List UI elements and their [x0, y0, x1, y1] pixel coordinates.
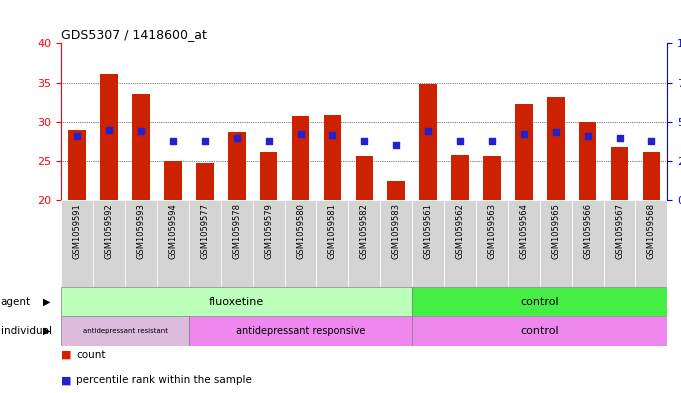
Bar	[132, 94, 150, 200]
Bar	[387, 181, 405, 200]
Text: ▶: ▶	[43, 326, 50, 336]
Bar	[164, 161, 182, 200]
Bar	[444, 200, 476, 287]
Text: GSM1059582: GSM1059582	[360, 203, 369, 259]
Bar	[189, 316, 412, 346]
Point	[455, 138, 466, 145]
Bar	[380, 200, 412, 287]
Text: GSM1059561: GSM1059561	[424, 203, 432, 259]
Text: GSM1059583: GSM1059583	[392, 203, 400, 259]
Text: count: count	[76, 350, 106, 360]
Point	[232, 134, 242, 141]
Point	[200, 138, 210, 144]
Bar	[157, 200, 189, 287]
Point	[359, 138, 370, 144]
Bar	[643, 152, 660, 200]
Point	[518, 131, 529, 138]
Point	[550, 129, 561, 135]
Bar	[635, 200, 667, 287]
Bar	[69, 130, 86, 200]
Text: agent: agent	[1, 297, 31, 307]
Bar	[260, 152, 277, 200]
Text: GSM1059594: GSM1059594	[168, 203, 178, 259]
Text: percentile rank within the sample: percentile rank within the sample	[76, 375, 252, 385]
Bar	[515, 104, 533, 200]
Point	[423, 128, 434, 134]
Point	[582, 133, 593, 139]
Bar	[100, 74, 118, 200]
Bar	[571, 200, 603, 287]
Bar	[508, 200, 540, 287]
Text: GSM1059568: GSM1059568	[647, 203, 656, 259]
Bar	[412, 316, 667, 346]
Bar	[452, 155, 469, 200]
Point	[104, 127, 114, 134]
Text: ■: ■	[61, 375, 72, 385]
Bar	[547, 97, 565, 200]
Text: GSM1059577: GSM1059577	[200, 203, 209, 259]
Text: GSM1059593: GSM1059593	[136, 203, 146, 259]
Bar	[61, 200, 93, 287]
Text: antidepressant responsive: antidepressant responsive	[236, 326, 365, 336]
Text: GDS5307 / 1418600_at: GDS5307 / 1418600_at	[61, 28, 207, 41]
Text: GSM1059581: GSM1059581	[328, 203, 337, 259]
Text: fluoxetine: fluoxetine	[209, 297, 264, 307]
Point	[614, 134, 625, 141]
Bar	[253, 200, 285, 287]
Bar	[412, 200, 444, 287]
Text: ■: ■	[61, 350, 72, 360]
Text: GSM1059578: GSM1059578	[232, 203, 241, 259]
Bar	[221, 200, 253, 287]
Point	[72, 133, 82, 139]
Text: GSM1059566: GSM1059566	[583, 203, 592, 259]
Text: GSM1059562: GSM1059562	[456, 203, 464, 259]
Text: GSM1059592: GSM1059592	[105, 203, 114, 259]
Bar	[196, 163, 214, 200]
Bar	[476, 200, 508, 287]
Bar	[540, 200, 571, 287]
Bar	[93, 200, 125, 287]
Text: GSM1059565: GSM1059565	[551, 203, 560, 259]
Bar	[61, 287, 412, 316]
Bar	[228, 132, 246, 200]
Bar	[125, 200, 157, 287]
Text: individual: individual	[1, 326, 52, 336]
Bar	[323, 115, 341, 200]
Point	[136, 128, 146, 134]
Text: antidepressant resistant: antidepressant resistant	[82, 328, 168, 334]
Point	[295, 131, 306, 138]
Text: GSM1059567: GSM1059567	[615, 203, 624, 259]
Bar	[611, 147, 629, 200]
Bar	[603, 200, 635, 287]
Text: control: control	[520, 326, 559, 336]
Point	[327, 132, 338, 138]
Text: control: control	[520, 297, 559, 307]
Text: GSM1059579: GSM1059579	[264, 203, 273, 259]
Point	[263, 138, 274, 144]
Point	[168, 138, 178, 145]
Bar	[483, 156, 501, 200]
Text: GSM1059563: GSM1059563	[488, 203, 496, 259]
Bar	[291, 116, 309, 200]
Text: GSM1059580: GSM1059580	[296, 203, 305, 259]
Bar	[579, 122, 597, 200]
Point	[486, 138, 497, 145]
Text: GSM1059591: GSM1059591	[73, 203, 82, 259]
Bar	[285, 200, 317, 287]
Text: ▶: ▶	[43, 297, 50, 307]
Bar	[317, 200, 349, 287]
Bar	[61, 316, 189, 346]
Bar	[349, 200, 380, 287]
Bar	[419, 84, 437, 200]
Bar	[189, 200, 221, 287]
Point	[646, 138, 657, 144]
Bar	[412, 287, 667, 316]
Text: GSM1059564: GSM1059564	[520, 203, 528, 259]
Point	[391, 142, 402, 149]
Bar	[355, 156, 373, 200]
